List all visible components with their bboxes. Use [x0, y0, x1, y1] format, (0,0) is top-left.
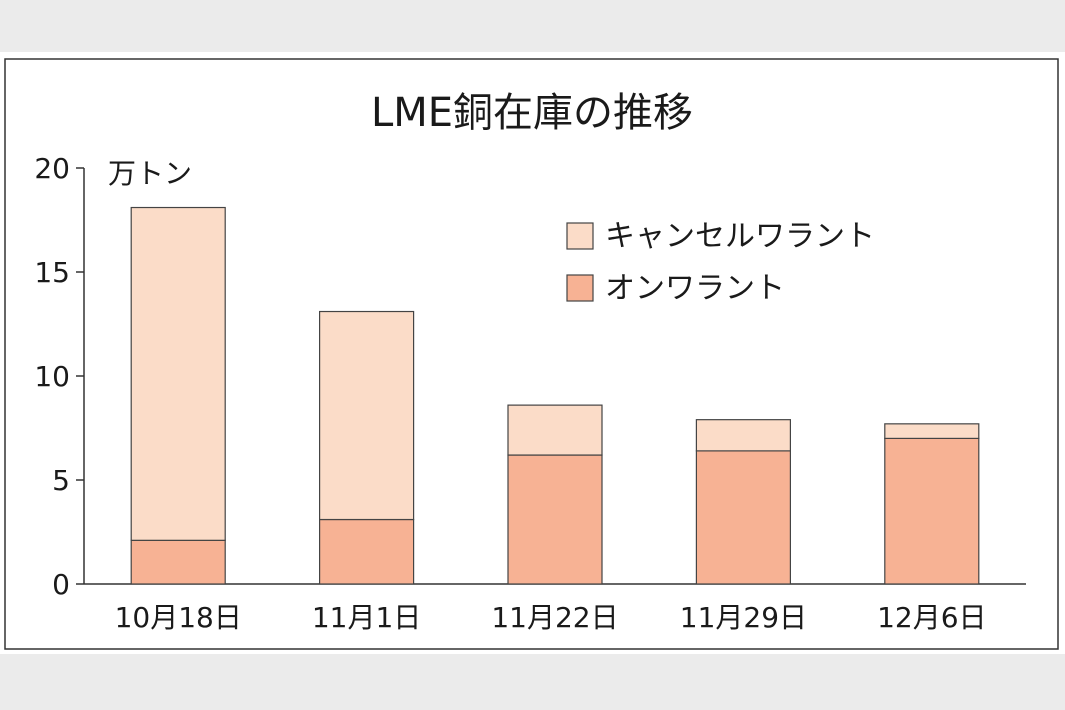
y-tick-label: 20 [34, 152, 70, 185]
legend-label: キャンセルワラント [605, 219, 875, 254]
y-tick-label: 10 [34, 360, 70, 393]
bar-segment-on-warrant [507, 454, 603, 585]
y-tick-label: 0 [52, 568, 70, 601]
x-tick-label: 12月6日 [877, 601, 986, 634]
x-tick-label: 10月18日 [115, 601, 242, 634]
bar-segment-on-warrant [319, 518, 415, 585]
bar-segment-cancelled-warrant [884, 423, 980, 439]
bar-segment-on-warrant [695, 450, 792, 585]
bar-segment-on-warrant [130, 539, 226, 585]
x-tick-label: 11月1日 [312, 601, 421, 634]
bar-segment-cancelled-warrant [507, 404, 603, 456]
x-tick-label: 11月29日 [680, 601, 807, 634]
chart-canvas: LME銅在庫の推移 万トン 0 5 10 15 20 10月18日 11月1日 11月22日… [4, 58, 1059, 650]
chart-frame: LME銅在庫の推移 万トン 0 5 10 15 20 10月18日 11月1日 11月22日… [0, 52, 1065, 654]
x-tick-labels: 10月18日 11月1日 11月22日 11月29日 12月6日 [115, 601, 987, 634]
chart-title: LME銅在庫の推移 [371, 90, 693, 136]
legend-swatch [566, 222, 594, 250]
y-tick-label: 5 [52, 464, 70, 497]
axes: 0 5 10 15 20 [34, 152, 1026, 601]
legend-label: オンワラント [605, 271, 785, 306]
bar-segment-cancelled-warrant [130, 206, 226, 541]
bar-segment-on-warrant [884, 437, 980, 585]
y-tick-label: 15 [34, 256, 70, 289]
bars [130, 206, 980, 585]
legend-swatch [566, 274, 594, 302]
bar-segment-cancelled-warrant [695, 419, 792, 452]
x-tick-label: 11月22日 [491, 601, 618, 634]
bar-segment-cancelled-warrant [319, 310, 415, 521]
y-axis-unit-label: 万トン [108, 157, 192, 190]
